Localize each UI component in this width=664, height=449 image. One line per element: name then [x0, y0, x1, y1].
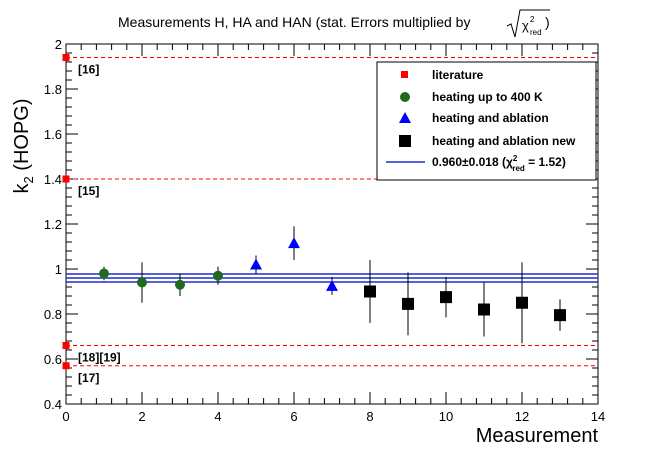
legend-label-ablation: heating and ablation [432, 111, 549, 125]
x-tick-label: 6 [290, 409, 297, 424]
title-chi-superscript: 2 [530, 15, 535, 24]
data-point-ablation-new [516, 296, 528, 309]
x-tick-label: 8 [366, 409, 373, 424]
literature-label: [16] [78, 63, 99, 77]
data-point-heating [137, 277, 147, 288]
y-axis-label-k: k [11, 183, 33, 194]
y-tick-label: 1.8 [44, 82, 62, 97]
legend-marker-ablation-new [399, 135, 411, 147]
legend-fit-sup: 2 [513, 154, 518, 163]
legend-fit-sub: red [512, 164, 525, 173]
data-point-heating [99, 268, 109, 279]
data-point-ablation-new [478, 303, 490, 316]
x-tick-label: 0 [62, 409, 69, 424]
legend-fit-post: = 1.52) [525, 155, 566, 169]
literature-marker [62, 342, 70, 349]
y-tick-label: 2 [55, 37, 62, 52]
x-axis-label: Measurement [476, 425, 599, 447]
x-tick-label: 10 [439, 409, 453, 424]
y-tick-label: 1 [55, 262, 62, 277]
x-tick-label: 12 [515, 409, 529, 424]
x-tick-label: 2 [138, 409, 145, 424]
literature-label: [15] [78, 184, 99, 198]
data-point-heating [213, 270, 223, 281]
y-tick-label: 0.8 [44, 307, 62, 322]
legend-label-ablation-new: heating and ablation new [432, 134, 576, 148]
sqrt-symbol [506, 9, 550, 38]
title-close-paren: ) [545, 14, 550, 30]
y-axis-label: k2 (HOPG) [11, 98, 36, 193]
data-point-ablation-new [402, 297, 414, 310]
title-chi-subscript: red [530, 28, 542, 37]
legend: literature heating up to 400 K heating a… [376, 61, 597, 181]
data-point-heating [175, 279, 185, 290]
data-point-ablation [250, 258, 262, 270]
data-point-ablation [288, 237, 300, 249]
literature-label: [17] [78, 371, 99, 385]
literature-marker [62, 54, 70, 61]
x-tick-label: 4 [214, 409, 221, 424]
literature-marker [62, 175, 70, 183]
legend-marker-heating [400, 92, 410, 102]
literature-label: [18][19] [78, 351, 121, 365]
y-tick-label: 1.4 [44, 172, 62, 187]
svg-text:k2 (HOPG): k2 (HOPG) [11, 98, 36, 193]
legend-marker-literature [401, 71, 408, 78]
title-chi: χ [522, 18, 529, 33]
data-point-ablation-new [364, 285, 376, 298]
y-tick-label: 0.4 [44, 397, 62, 412]
data-point-ablation [326, 279, 338, 291]
data-point-ablation-new [554, 309, 566, 322]
x-tick-label: 14 [591, 409, 605, 424]
y-axis-label-sub: 2 [21, 176, 36, 183]
y-tick-label: 1.6 [44, 127, 62, 142]
legend-label-literature: literature [432, 68, 484, 82]
chart-title: Measurements H, HA and HAN (stat. Errors… [118, 9, 550, 38]
y-axis-label-rest: (HOPG) [11, 98, 33, 176]
legend-marker-ablation [399, 112, 411, 123]
data-point-ablation-new [440, 291, 452, 304]
y-tick-label: 1.2 [44, 217, 62, 232]
plot-area: 0.4 0.6 0.8 1 1.2 1.4 1.6 1.8 2 0 2 4 6 8 10 12 14 [16] [1… [44, 37, 605, 424]
chart-title-text: Measurements H, HA and HAN (stat. Errors… [118, 14, 470, 30]
literature-marker [62, 362, 70, 370]
legend-box [376, 61, 597, 181]
legend-label-fit: 0.960±0.018 (χ2 red = 1.52) [432, 154, 566, 173]
legend-label-heating: heating up to 400 K [432, 90, 543, 104]
y-tick-label: 0.6 [44, 352, 62, 367]
legend-fit-pre: 0.960±0.018 (χ [432, 155, 513, 169]
